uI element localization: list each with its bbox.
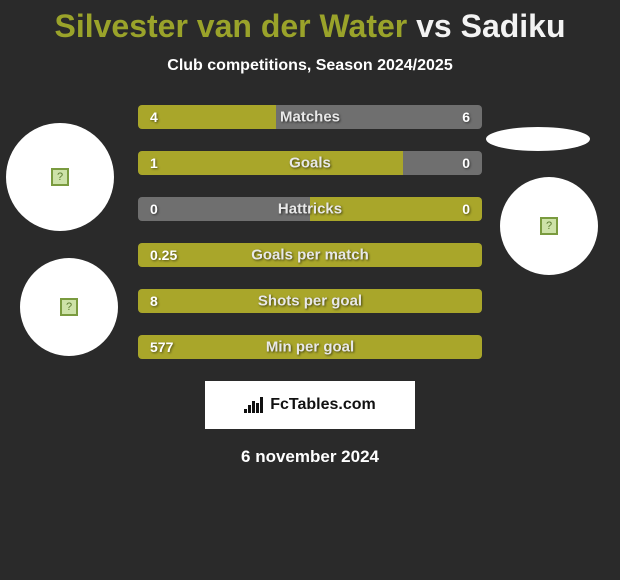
fctables-logo-icon xyxy=(244,397,264,413)
stat-row: Goals 1 0 xyxy=(138,151,482,175)
comparison-title: Silvester van der Water vs Sadiku xyxy=(0,0,620,45)
stat-label: Shots per goal xyxy=(258,293,362,310)
stat-row: Hattricks 0 0 xyxy=(138,197,482,221)
player2-name: Sadiku xyxy=(461,8,566,44)
stat-value-left: 1 xyxy=(150,155,158,171)
stat-row: Goals per match 0.25 xyxy=(138,243,482,267)
stat-value-right: 0 xyxy=(462,155,470,171)
player1-avatar-1: ? xyxy=(6,123,114,231)
stat-label: Goals per match xyxy=(251,247,369,264)
stat-value-left: 8 xyxy=(150,293,158,309)
player1-name: Silvester van der Water xyxy=(54,8,407,44)
fctables-banner-text: FcTables.com xyxy=(270,396,376,414)
player2-ellipse xyxy=(486,127,590,151)
stat-row: Shots per goal 8 xyxy=(138,289,482,313)
stat-value-left: 4 xyxy=(150,109,158,125)
placeholder-icon: ? xyxy=(51,168,69,186)
stat-bar-left xyxy=(138,151,403,175)
player1-avatar-2: ? xyxy=(20,258,118,356)
placeholder-icon: ? xyxy=(540,217,558,235)
fctables-banner[interactable]: FcTables.com xyxy=(205,381,415,429)
stat-value-right: 6 xyxy=(462,109,470,125)
placeholder-icon: ? xyxy=(60,298,78,316)
date-label: 6 november 2024 xyxy=(0,447,620,467)
stat-value-left: 0.25 xyxy=(150,247,177,263)
player2-avatar-1: ? xyxy=(500,177,598,275)
stat-bar-left xyxy=(138,105,276,129)
stat-label: Hattricks xyxy=(278,201,342,218)
stat-label: Goals xyxy=(289,155,331,172)
stat-value-left: 0 xyxy=(150,201,158,217)
stat-label: Min per goal xyxy=(266,339,354,356)
stat-value-left: 577 xyxy=(150,339,173,355)
stat-row: Matches 4 6 xyxy=(138,105,482,129)
stats-container: Matches 4 6 Goals 1 0 Hattricks 0 0 Goals per mat… xyxy=(138,105,482,359)
vs-separator: vs xyxy=(407,8,460,44)
stat-row: Min per goal 577 xyxy=(138,335,482,359)
stat-value-right: 0 xyxy=(462,201,470,217)
subtitle: Club competitions, Season 2024/2025 xyxy=(0,57,620,75)
stat-label: Matches xyxy=(280,109,340,126)
